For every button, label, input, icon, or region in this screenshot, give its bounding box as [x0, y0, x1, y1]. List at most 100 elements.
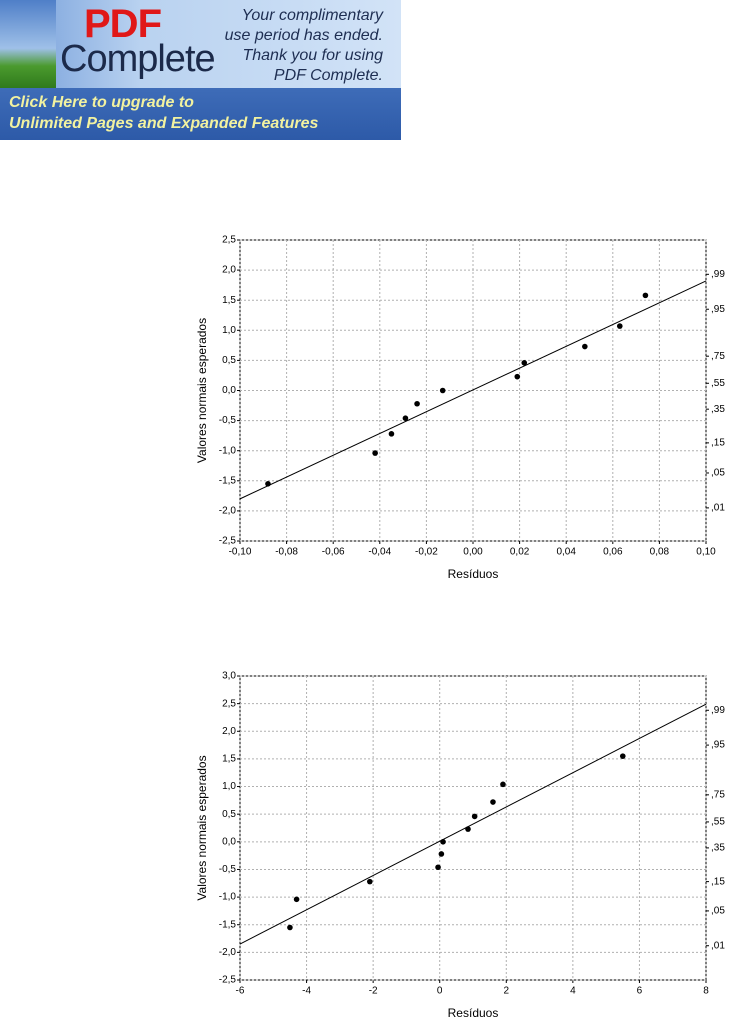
point: [402, 415, 409, 421]
point: [367, 878, 373, 885]
y-tick-label: -1,5: [219, 475, 237, 486]
x-tick-label: 0,02: [510, 547, 530, 558]
y-axis-title: Valores normais esperados: [195, 755, 209, 900]
x-tick-label: -4: [302, 986, 311, 997]
x-tick-label: 0,06: [603, 547, 623, 558]
y2-tick-label: ,05: [711, 468, 725, 479]
x-tick-label: -0,02: [415, 547, 438, 558]
y-tick-label: 2,0: [222, 265, 236, 276]
y-tick-label: 0,0: [222, 385, 236, 396]
y2-tick-label: ,55: [711, 817, 725, 828]
upgrade-line[interactable]: Unlimited Pages and Expanded Features: [9, 115, 319, 132]
point: [414, 400, 420, 407]
point: [293, 896, 300, 903]
fit-line: [239, 280, 707, 500]
y2-tick-label: ,55: [711, 378, 725, 389]
y-tick-label: 0,0: [222, 836, 236, 847]
point: [582, 343, 588, 350]
y-tick-label: -0,5: [219, 415, 237, 426]
banner-message: Your complimentary use period has ended.…: [225, 6, 383, 86]
plot-area: [239, 675, 707, 981]
banner: PDF Complete Your complimentary use peri…: [0, 0, 401, 140]
fit-line: [239, 703, 707, 945]
y2-tick-label: ,01: [711, 940, 725, 951]
point: [372, 450, 378, 456]
y2-tick-label: ,75: [711, 789, 725, 800]
x-tick-label: -0,08: [275, 547, 298, 558]
x-axis-title: Resíduos: [448, 1006, 499, 1020]
x-tick-label: 4: [570, 986, 576, 997]
point: [265, 481, 271, 487]
x-tick-label: -0,04: [368, 547, 391, 558]
y-tick-label: 1,0: [222, 325, 236, 336]
point: [435, 864, 441, 871]
point: [439, 387, 446, 394]
message-line: PDF Complete.: [273, 67, 383, 84]
x-tick-label: -0,06: [322, 547, 345, 558]
x-tick-label: 0: [437, 986, 443, 997]
point: [465, 826, 471, 832]
y-tick-label: 0,5: [222, 809, 236, 820]
upgrade-text[interactable]: Click Here to upgrade to Unlimited Pages…: [9, 92, 318, 134]
y-tick-label: 2,5: [222, 698, 236, 709]
x-tick-label: 0,00: [463, 547, 483, 558]
point: [500, 781, 506, 788]
y2-tick-label: ,95: [711, 740, 725, 751]
y2-tick-label: ,99: [711, 705, 725, 716]
y2-tick-label: ,15: [711, 438, 725, 449]
y-tick-label: 2,5: [222, 235, 236, 246]
y-tick-label: 2,0: [222, 726, 236, 737]
logo-complete: Complete: [60, 38, 216, 80]
logo-pdf: PDF: [84, 2, 162, 46]
y2-tick-label: ,01: [711, 503, 725, 514]
y-tick-label: -2,5: [219, 536, 237, 547]
y-tick-label: -0,5: [219, 864, 237, 875]
y2-tick-label: ,35: [711, 404, 725, 415]
y2-tick-label: ,05: [711, 906, 725, 917]
point: [514, 373, 521, 380]
y-tick-label: -2,5: [219, 975, 237, 986]
point: [619, 753, 626, 759]
y2-tick-label: ,75: [711, 351, 725, 362]
x-tick-label: 0,04: [556, 547, 576, 558]
message-line: Your complimentary: [241, 7, 383, 24]
y-tick-label: 1,5: [222, 754, 236, 765]
y2-tick-label: ,95: [711, 304, 725, 315]
x-tick-label: -6: [236, 986, 245, 997]
y-tick-label: -1,5: [219, 919, 237, 930]
y-tick-label: -1,0: [219, 445, 237, 456]
point: [490, 799, 496, 805]
y2-tick-label: ,35: [711, 843, 725, 854]
x-tick-label: 0,10: [696, 547, 716, 558]
point: [616, 323, 623, 329]
message-line: Thank you for using: [242, 47, 383, 64]
point: [388, 431, 395, 437]
x-tick-label: 0,08: [650, 547, 670, 558]
y-tick-label: -1,0: [219, 892, 237, 903]
point: [440, 839, 446, 845]
x-axis-title: Resíduos: [448, 567, 499, 581]
point: [471, 813, 478, 820]
upgrade-link[interactable]: Click Here to upgrade to Unlimited Pages…: [0, 88, 401, 140]
x-tick-label: 2: [504, 986, 510, 997]
message-line: use period has ended.: [224, 27, 383, 44]
banner-top: [0, 0, 401, 88]
point: [642, 292, 649, 299]
y-tick-label: 3,0: [222, 671, 236, 682]
point: [287, 924, 293, 931]
y-tick-label: 0,5: [222, 355, 236, 366]
point: [438, 851, 445, 857]
point: [521, 360, 528, 366]
x-tick-label: 8: [703, 986, 709, 997]
y-axis-title: Valores normais esperados: [195, 318, 209, 463]
y-tick-label: 1,0: [222, 781, 236, 792]
y-tick-label: -2,0: [219, 947, 237, 958]
x-tick-label: -2: [369, 986, 378, 997]
x-tick-label: -0,10: [229, 547, 252, 558]
y2-tick-label: ,99: [711, 269, 725, 280]
upgrade-line[interactable]: Click Here to upgrade to: [9, 94, 194, 111]
y-tick-label: -2,0: [219, 506, 237, 517]
y-tick-label: 1,5: [222, 295, 236, 306]
